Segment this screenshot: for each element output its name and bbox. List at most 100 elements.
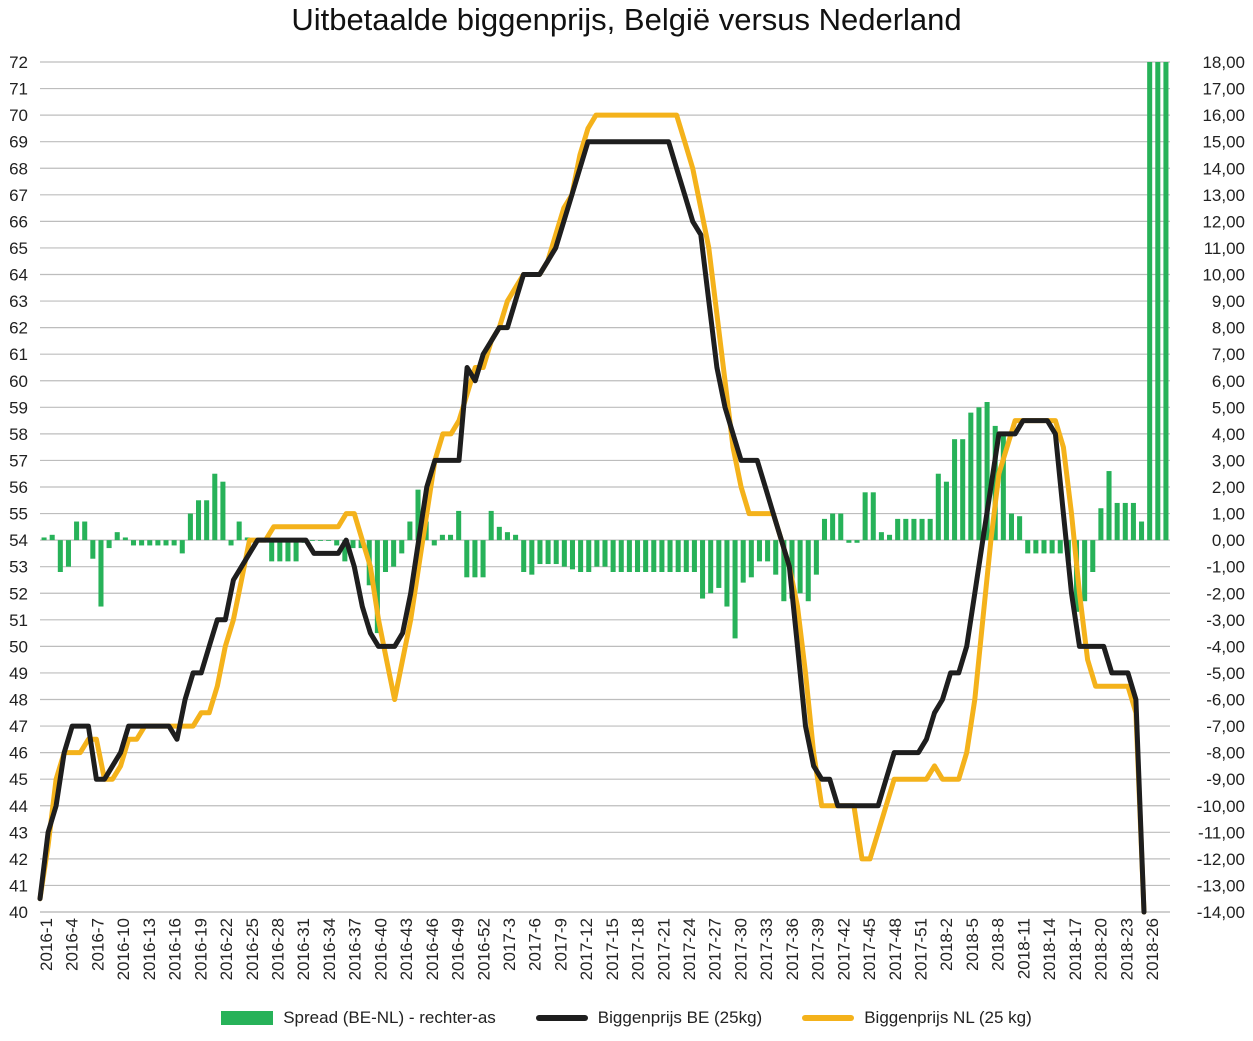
x-axis-tick-label: 2016-28 bbox=[268, 918, 287, 980]
spread-bar bbox=[821, 518, 828, 541]
x-axis-tick-label: 2018-20 bbox=[1092, 918, 1111, 980]
spread-bar bbox=[586, 540, 592, 572]
spread-bar bbox=[838, 513, 844, 541]
spread-bar bbox=[171, 540, 177, 546]
spread-bar bbox=[374, 540, 380, 634]
x-axis-tick-label: 2016-52 bbox=[474, 918, 493, 980]
x-axis-tick-label: 2017-30 bbox=[731, 918, 750, 980]
left-axis-tick-label: 43 bbox=[9, 823, 28, 842]
left-axis-tick-label: 53 bbox=[9, 558, 28, 577]
spread-bar bbox=[854, 540, 860, 543]
spread-bar bbox=[277, 540, 283, 562]
right-axis-tick-label: 2,00 bbox=[1212, 478, 1245, 497]
x-axis-tick-label: 2017-51 bbox=[912, 918, 931, 980]
legend-swatch-nl bbox=[802, 1015, 855, 1021]
x-axis-tick-label: 2018-5 bbox=[963, 918, 982, 971]
right-axis-tick-label: -11,00 bbox=[1198, 823, 1245, 842]
right-axis-tick-label: -9,00 bbox=[1206, 770, 1245, 789]
spread-bar bbox=[919, 518, 925, 541]
spread-bar bbox=[1017, 516, 1023, 541]
x-axis-tick-label: 2018-8 bbox=[989, 918, 1008, 971]
spread-bar bbox=[708, 540, 714, 594]
spread-bar bbox=[862, 492, 868, 541]
spread-bar bbox=[1049, 540, 1055, 554]
spread-bar bbox=[163, 540, 169, 546]
spread-bar bbox=[1000, 433, 1006, 541]
spread-bar bbox=[895, 518, 901, 541]
spread-bar bbox=[399, 540, 405, 554]
spread-bar bbox=[187, 513, 193, 541]
right-axis-tick-label: 8,00 bbox=[1212, 319, 1245, 338]
right-axis-tick-label: 4,00 bbox=[1212, 425, 1245, 444]
x-axis-tick-label: 2016-34 bbox=[320, 918, 339, 980]
left-axis-tick-label: 45 bbox=[9, 770, 28, 789]
spread-bar bbox=[659, 540, 665, 572]
x-axis-tick-label: 2018-11 bbox=[1014, 918, 1033, 979]
right-axis-tick-label: -13,00 bbox=[1197, 876, 1245, 895]
left-axis-tick-label: 48 bbox=[9, 691, 28, 710]
spread-bar bbox=[1025, 540, 1031, 554]
right-axis-tick-label: 0,00 bbox=[1212, 531, 1245, 550]
left-axis-tick-label: 63 bbox=[9, 292, 28, 311]
left-axis-tick-label: 57 bbox=[9, 451, 28, 470]
right-axis-tick-label: -5,00 bbox=[1206, 664, 1245, 683]
spread-bar bbox=[797, 540, 803, 594]
left-axis-tick-label: 51 bbox=[9, 611, 28, 630]
x-axis-tick-label: 2017-39 bbox=[809, 918, 828, 980]
legend-label-nl: Biggenprijs NL (25 kg) bbox=[864, 1008, 1032, 1027]
spread-bar bbox=[700, 540, 706, 599]
spread-bar bbox=[236, 521, 242, 541]
left-axis-tick-label: 62 bbox=[9, 319, 28, 338]
spread-bar bbox=[813, 540, 819, 575]
spread-bar bbox=[675, 540, 681, 572]
spread-bar bbox=[513, 534, 519, 541]
spread-bar bbox=[98, 540, 104, 607]
right-axis-tick-label: -8,00 bbox=[1206, 744, 1245, 763]
spread-bar bbox=[1155, 62, 1161, 541]
x-axis-tick-label: 2016-31 bbox=[294, 918, 313, 980]
spread-bar bbox=[130, 540, 137, 546]
x-axis-tick-label: 2016-1 bbox=[37, 918, 56, 971]
x-axis-tick-label: 2017-3 bbox=[500, 918, 519, 971]
x-axis-tick-label: 2016-19 bbox=[191, 918, 210, 980]
x-axis-tick-label: 2018-17 bbox=[1066, 918, 1085, 980]
spread-bar bbox=[220, 481, 226, 541]
spread-bar bbox=[350, 540, 356, 549]
right-axis-tick-label: -6,00 bbox=[1206, 691, 1245, 710]
spread-bar bbox=[1033, 540, 1039, 554]
legend-swatch-spread bbox=[221, 1011, 274, 1025]
left-axis-tick-label: 65 bbox=[9, 239, 28, 258]
spread-bar bbox=[293, 540, 299, 562]
spread-bar bbox=[765, 540, 771, 562]
spread-bar bbox=[41, 537, 47, 541]
spread-bar bbox=[561, 540, 567, 567]
spread-bar bbox=[269, 540, 275, 562]
spread-bar bbox=[846, 540, 852, 543]
left-axis-tick-label: 52 bbox=[9, 584, 28, 603]
x-axis-tick-label: 2017-12 bbox=[577, 918, 596, 980]
spread-bar bbox=[1090, 540, 1096, 572]
right-axis-tick-label: 13,00 bbox=[1202, 186, 1245, 205]
price-lines bbox=[37, 112, 1147, 915]
left-axis-tick-label: 64 bbox=[9, 266, 28, 285]
spread-bar bbox=[1130, 502, 1136, 541]
right-axis-tick-label: -12,00 bbox=[1197, 850, 1245, 869]
left-axis-tick-label: 44 bbox=[9, 797, 28, 816]
spread-bar bbox=[122, 537, 128, 541]
left-axis-tick-label: 71 bbox=[9, 80, 28, 99]
spread-bar bbox=[1122, 502, 1128, 541]
right-axis-tick-label: 9,00 bbox=[1212, 292, 1245, 311]
spread-bar bbox=[667, 540, 673, 572]
spread-bar bbox=[139, 540, 145, 546]
legend: Spread (BE-NL) - rechter-as Biggenprijs … bbox=[0, 1008, 1253, 1028]
right-axis-tick-label: -4,00 bbox=[1206, 637, 1245, 656]
x-axis-tick-label: 2017-9 bbox=[551, 918, 570, 971]
spread-bar bbox=[1041, 540, 1047, 554]
spread-bar bbox=[724, 540, 730, 607]
left-axis-tick-label: 56 bbox=[9, 478, 28, 497]
spread-bar bbox=[488, 510, 494, 541]
spread-bar bbox=[992, 425, 998, 541]
spread-bar bbox=[1139, 521, 1145, 541]
spread-bar bbox=[74, 521, 80, 541]
spread-bar bbox=[57, 540, 63, 572]
